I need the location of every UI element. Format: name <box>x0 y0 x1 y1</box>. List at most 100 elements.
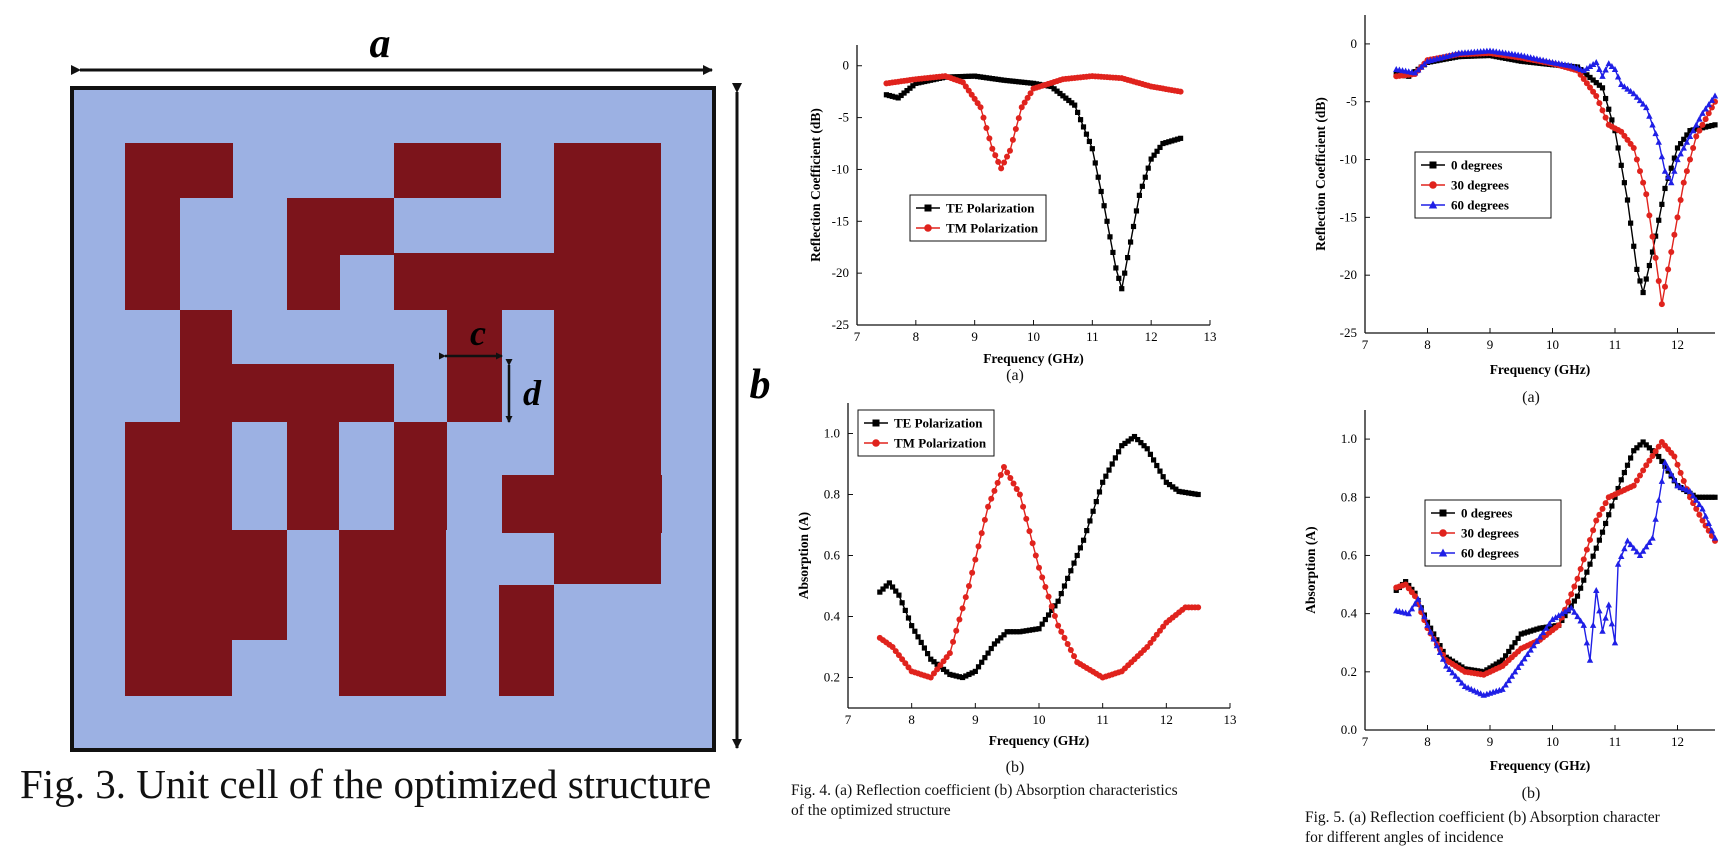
data-point <box>959 79 966 86</box>
data-point <box>1602 614 1609 621</box>
data-point <box>1127 239 1134 245</box>
data-point <box>1147 639 1154 646</box>
data-point <box>1611 65 1619 72</box>
data-point <box>1100 479 1106 485</box>
data-point <box>934 661 940 667</box>
y-tick-label: -20 <box>1340 267 1357 282</box>
data-point <box>1064 640 1071 647</box>
data-point <box>1602 66 1609 73</box>
y-tick-label: 0.8 <box>1341 489 1357 504</box>
data-point <box>1087 518 1093 524</box>
data-point <box>1506 648 1512 655</box>
data-point <box>981 516 988 523</box>
data-point <box>1061 583 1068 589</box>
data-point <box>1611 639 1619 646</box>
data-point <box>1658 301 1665 308</box>
data-point <box>1405 610 1412 617</box>
data-point <box>1699 121 1706 128</box>
data-point <box>895 95 901 101</box>
legend-label: 60 degrees <box>1461 546 1519 561</box>
data-point <box>1503 653 1509 659</box>
data-point <box>1624 537 1631 544</box>
data-point <box>1052 603 1058 609</box>
data-point <box>1577 617 1584 624</box>
legend-label: TM Polarization <box>894 436 987 451</box>
data-point <box>934 666 941 673</box>
data-point <box>1624 136 1631 143</box>
data-point <box>1033 81 1040 87</box>
data-point <box>1543 624 1550 631</box>
data-point <box>1599 505 1606 512</box>
data-point <box>1649 452 1656 459</box>
data-point <box>1589 621 1597 628</box>
data-point <box>1153 631 1160 638</box>
data-point <box>1182 489 1189 496</box>
label-c: c <box>470 313 486 353</box>
data-point <box>1458 679 1466 686</box>
data-point <box>1098 188 1104 195</box>
data-point <box>1007 78 1013 84</box>
data-point <box>913 80 919 86</box>
data-point <box>1640 179 1647 186</box>
legend-box <box>909 194 1047 242</box>
data-point <box>905 664 912 671</box>
data-point <box>1531 627 1537 633</box>
data-point <box>1023 628 1029 634</box>
data-point <box>1130 223 1137 230</box>
data-point <box>1709 122 1715 129</box>
data-point <box>1427 628 1434 635</box>
data-point <box>1639 547 1647 554</box>
legend-marker <box>1429 161 1437 169</box>
cutouts <box>232 198 447 530</box>
data-point <box>960 674 966 681</box>
data-point <box>1653 233 1659 239</box>
unit-cell-figure: a b c d <box>70 21 771 752</box>
data-point <box>956 616 963 623</box>
data-point <box>1036 564 1042 571</box>
y-axis-label: Absorption (A) <box>1303 526 1318 613</box>
data-point <box>1502 681 1509 688</box>
y-tick-label: 0.0 <box>1341 722 1357 737</box>
data-point <box>1593 545 1599 551</box>
data-point <box>898 92 904 99</box>
data-point <box>1506 56 1512 62</box>
data-point <box>1536 633 1544 640</box>
data-point <box>1071 560 1077 566</box>
data-point <box>1443 662 1450 669</box>
data-point <box>916 80 922 86</box>
x-tick-label: 12 <box>1671 734 1684 749</box>
data-point <box>1658 477 1666 484</box>
data-point <box>1023 515 1030 522</box>
data-point <box>974 100 981 107</box>
data-point <box>1421 613 1428 620</box>
data-point <box>1546 624 1552 630</box>
data-point <box>1033 626 1039 632</box>
data-point <box>1067 647 1074 654</box>
data-point <box>1010 480 1017 487</box>
data-point <box>1693 126 1699 132</box>
legend-marker <box>1429 181 1437 189</box>
data-point <box>1603 520 1609 527</box>
data-point <box>1136 192 1142 198</box>
data-point <box>1509 644 1515 650</box>
data-point <box>968 91 975 98</box>
data-point <box>1693 121 1700 128</box>
x-tick-label: 10 <box>1033 712 1046 727</box>
data-point <box>1583 639 1591 646</box>
data-point <box>1590 77 1596 83</box>
fig5-caption: Fig. 5. (a) Reflection coefficient (b) A… <box>1305 808 1728 848</box>
data-point <box>1624 85 1631 92</box>
data-point <box>1602 114 1609 121</box>
data-point <box>1646 262 1652 269</box>
data-point <box>1656 217 1662 223</box>
y-tick-label: 0 <box>1351 36 1358 51</box>
data-point <box>1157 468 1163 474</box>
x-tick-label: 8 <box>1424 337 1431 352</box>
legend-label: 30 degrees <box>1451 178 1509 193</box>
data-point <box>1674 461 1681 468</box>
data-point <box>1696 511 1703 518</box>
data-point <box>1652 254 1659 261</box>
data-point <box>1163 140 1169 146</box>
y-tick-label: 0.8 <box>824 487 840 502</box>
data-point <box>1096 489 1103 495</box>
